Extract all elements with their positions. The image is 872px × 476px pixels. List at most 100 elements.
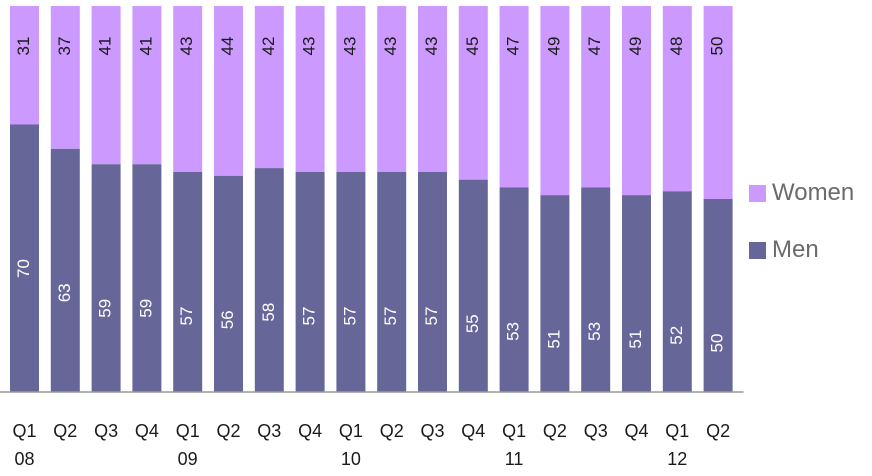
x-tick-label-7-0: Q4 [298,421,322,441]
data-label-women-14: 47 [585,37,604,56]
x-tick-label-16-0: Q1 [665,421,689,441]
bar-women-5 [214,6,243,176]
legend-label-men: Men [772,236,819,263]
data-label-men-8: 57 [340,307,359,326]
bar-men-6 [254,168,284,392]
bar-women-16 [662,6,692,192]
bar-men-13 [540,195,570,392]
bar-women-12 [499,6,529,188]
bar-women-15 [622,6,651,196]
data-label-men-13: 51 [544,330,563,349]
x-tick-label-4-0: Q1 [176,421,200,441]
bar-men-4 [173,171,203,392]
bar-women-14 [581,6,611,188]
bar-women-8 [336,6,366,172]
data-label-men-5: 56 [218,310,237,329]
data-label-women-6: 42 [259,37,278,56]
data-label-men-17: 50 [708,334,727,353]
data-label-men-2: 59 [96,299,115,318]
bar-women-0 [10,6,39,125]
bar-women-2 [91,6,121,165]
bar-women-13 [540,6,570,196]
bar-men-15 [622,195,651,392]
x-tick-label-9-0: Q2 [380,421,404,441]
data-label-men-14: 53 [585,322,604,341]
data-label-women-12: 47 [504,37,523,56]
bar-men-0 [10,124,39,392]
x-tick-label-12-1: 11 [505,449,524,469]
x-tick-label-0-1: 08 [14,449,34,469]
bar-men-17 [703,199,733,392]
data-label-men-3: 59 [136,299,155,318]
bar-men-2 [91,164,121,392]
data-label-men-10: 57 [422,307,441,326]
bar-women-11 [458,6,488,180]
legend-label-women: Women [772,179,855,206]
bar-men-3 [132,164,162,392]
x-tick-label-5-0: Q2 [216,421,240,441]
x-tick-label-15-0: Q4 [624,421,648,441]
legend-item-men: Men [749,232,854,268]
data-label-men-7: 57 [300,307,319,326]
data-label-men-15: 51 [626,330,645,349]
data-label-women-5: 44 [218,37,237,56]
data-label-women-11: 45 [463,37,482,56]
bar-men-10 [418,171,447,392]
chart-legend: Women Men [749,175,854,289]
x-tick-label-13-0: Q2 [543,421,567,441]
x-tick-label-8-1: 10 [341,449,361,469]
bar-women-10 [418,6,447,172]
x-tick-label-14-0: Q3 [584,421,608,441]
data-label-women-1: 37 [55,37,74,56]
bar-women-6 [254,6,284,169]
x-tick-label-17-0: Q2 [706,421,730,441]
bar-women-1 [50,6,80,149]
bar-women-9 [377,6,407,172]
data-label-men-12: 53 [504,322,523,341]
bar-men-7 [295,171,325,392]
data-label-women-13: 49 [544,37,563,56]
data-label-men-6: 58 [259,303,278,322]
bar-men-8 [336,171,366,392]
data-label-women-8: 43 [340,37,359,56]
bar-men-9 [377,171,407,392]
data-label-women-10: 43 [422,37,441,56]
x-tick-label-6-0: Q3 [257,421,281,441]
data-label-women-4: 43 [177,37,196,56]
data-label-women-17: 50 [708,37,727,56]
x-tick-label-10-0: Q3 [420,421,444,441]
data-label-men-16: 52 [667,326,686,345]
bar-women-7 [295,6,325,172]
bar-men-11 [458,179,488,392]
data-label-men-1: 63 [55,283,74,302]
x-tick-label-11-0: Q4 [461,421,485,441]
data-label-women-2: 41 [96,37,115,56]
x-tick-label-2-0: Q3 [94,421,118,441]
legend-swatch-women [749,184,766,202]
legend-item-women: Women [749,175,854,211]
x-tick-label-0-0: Q1 [12,421,36,441]
bar-men-12 [499,187,529,392]
data-label-women-0: 31 [14,37,33,56]
bar-men-14 [581,187,611,392]
data-label-women-3: 41 [136,37,155,56]
legend-swatch-men [749,241,766,259]
x-tick-label-4-1: 09 [178,449,198,469]
data-label-women-15: 49 [626,37,645,56]
data-label-men-4: 57 [177,307,196,326]
bar-women-3 [132,6,162,165]
bar-women-4 [173,6,203,172]
data-label-women-9: 43 [381,37,400,56]
data-label-women-7: 43 [300,37,319,56]
bar-women-17 [703,6,733,199]
x-tick-label-12-0: Q1 [502,421,526,441]
data-label-women-16: 48 [667,37,686,56]
x-tick-label-3-0: Q4 [135,421,159,441]
x-tick-label-8-0: Q1 [339,421,363,441]
x-tick-label-16-1: 12 [667,449,687,469]
data-label-men-0: 70 [14,259,33,278]
bar-men-1 [50,148,80,392]
x-tick-label-1-0: Q2 [53,421,77,441]
